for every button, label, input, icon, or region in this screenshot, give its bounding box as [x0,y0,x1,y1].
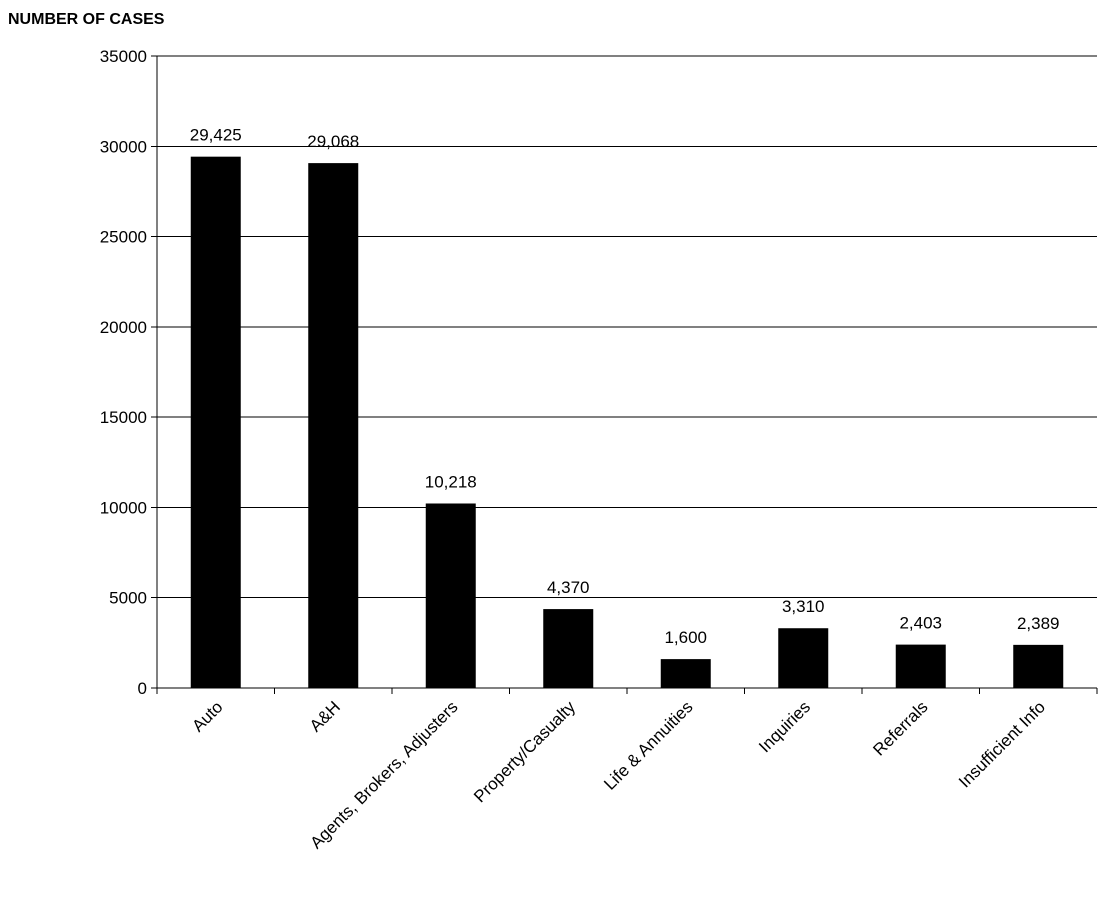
y-tick-label: 5000 [109,589,147,608]
bar [543,609,594,688]
data-label: 29,425 [190,126,242,145]
data-label: 29,068 [307,132,359,151]
data-label: 1,600 [664,628,707,647]
data-label: 3,310 [782,597,825,616]
bar [425,503,476,688]
y-tick-label: 20000 [100,318,147,337]
y-tick-labels: 0 5000 10000 15000 20000 25000 30000 35000 [100,47,147,698]
bars [190,156,1064,688]
bar [190,156,241,688]
bar [308,163,359,688]
y-axis-title: NUMBER OF CASES [8,11,165,28]
gridlines [157,55,1097,599]
data-label: 4,370 [547,578,590,597]
y-tick-label: 15000 [100,408,147,427]
x-tick-label: Inquiries [755,697,814,756]
bar [895,644,946,688]
data-labels: 29,425 29,068 10,218 4,370 1,600 3,310 2,403 2,… [190,126,1060,647]
y-tick-label: 0 [138,679,147,698]
bar [778,628,829,688]
x-tick-label: Life & Annuities [600,697,696,793]
bar [660,659,711,688]
x-tick-label: Auto [188,697,226,735]
y-tick-label: 10000 [100,498,147,517]
x-tick-label: Referrals [869,697,931,759]
bar [1013,644,1064,688]
data-label: 2,389 [1017,614,1060,633]
data-label: 10,218 [425,472,477,491]
y-tick-label: 25000 [100,228,147,247]
axes [151,55,1098,694]
x-tick-label: A&H [306,697,344,735]
x-tick-label: Property/Casualty [470,697,579,806]
y-tick-label: 30000 [100,137,147,156]
x-tick-label: Insufficient Info [955,697,1049,791]
data-label: 2,403 [899,614,942,633]
y-tick-label: 35000 [100,47,147,66]
